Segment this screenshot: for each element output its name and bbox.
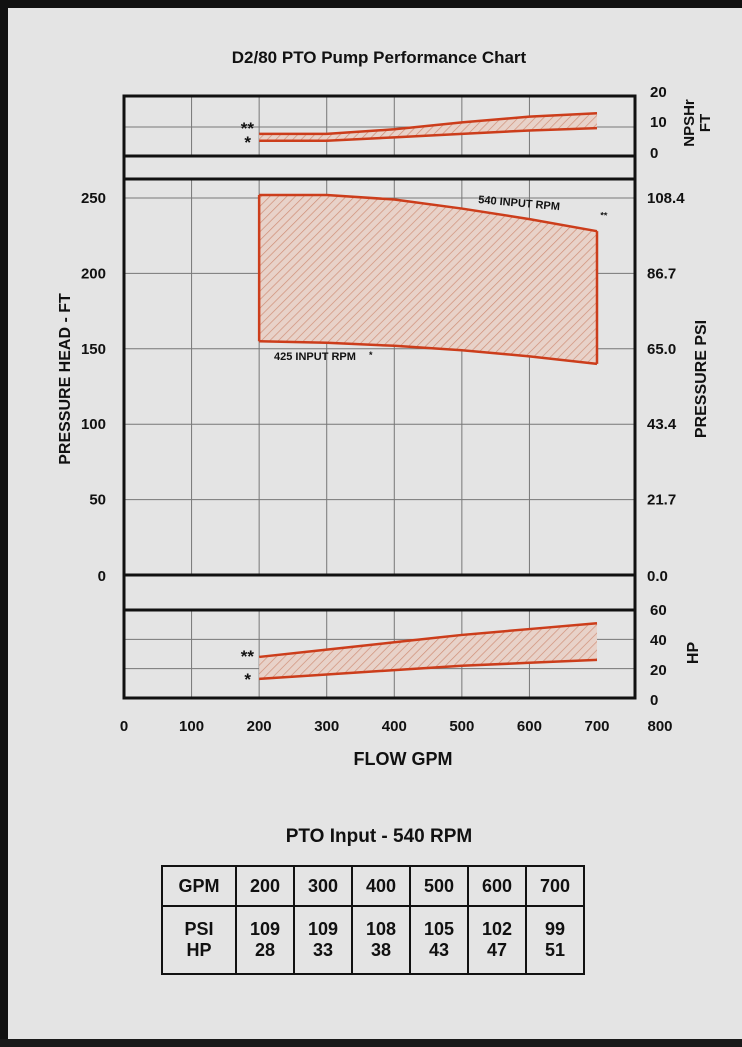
y-tick-label-left: 0 bbox=[98, 568, 106, 585]
hp-value: 47 bbox=[486, 940, 508, 960]
x-tick-label: 800 bbox=[647, 718, 672, 735]
psi-label: PSI bbox=[184, 919, 214, 939]
npsh-axis-label-unit: FT bbox=[697, 114, 714, 132]
curve-fill-area bbox=[259, 194, 597, 364]
performance-table: GPM 200 300 400 500 600 700 PSI HP 109 28 … bbox=[161, 865, 585, 975]
chart-title: D2/80 PTO Pump Performance Chart bbox=[232, 48, 527, 67]
y-axis-label-left: PRESSURE HEAD - FT bbox=[57, 293, 74, 465]
hp-tick-label: 0 bbox=[650, 692, 658, 709]
hp-tick-label: 20 bbox=[650, 662, 667, 679]
psi-value: 105 bbox=[423, 919, 455, 939]
y-tick-label-right: 86.7 bbox=[647, 265, 676, 282]
table-cell: 99 51 bbox=[525, 905, 585, 975]
head-curve-upper bbox=[259, 193, 598, 233]
x-tick-label: 700 bbox=[584, 718, 609, 735]
hp-value: 28 bbox=[254, 940, 276, 960]
header-cell: 500 bbox=[409, 865, 469, 907]
hp-axis-label: HP bbox=[685, 642, 702, 665]
hp-label: HP bbox=[186, 940, 212, 960]
series-marker-single: * bbox=[244, 670, 251, 689]
table-cell: 105 43 bbox=[409, 905, 469, 975]
panel-frames bbox=[122, 94, 637, 700]
series-marker-425: * bbox=[369, 350, 373, 360]
table-cell: 108 38 bbox=[351, 905, 411, 975]
table-title: PTO Input - 540 RPM bbox=[285, 826, 473, 847]
npsh-curve-upper bbox=[259, 111, 598, 136]
hp-value: 38 bbox=[370, 940, 392, 960]
hp-tick-label: 60 bbox=[650, 602, 667, 619]
panel-separator bbox=[122, 154, 637, 181]
y-tick-label-left: 150 bbox=[81, 341, 106, 358]
series-marker-single: * bbox=[244, 133, 251, 152]
psi-value: 109 bbox=[249, 919, 281, 939]
hp-curve-upper bbox=[259, 621, 598, 659]
header-cell: 700 bbox=[525, 865, 585, 907]
psi-value: 102 bbox=[481, 919, 513, 939]
hp-value: 51 bbox=[544, 940, 566, 960]
y-tick-label-right: 108.4 bbox=[647, 190, 685, 207]
y-axis-label-right: PRESSURE PSI bbox=[693, 320, 710, 438]
series-label-425: 425 INPUT RPM bbox=[274, 351, 356, 363]
psi-value: 99 bbox=[544, 919, 566, 939]
y-tick-label-right: 43.4 bbox=[647, 416, 677, 433]
table-row: PSI HP 109 28 109 33 108 38 105 43 102 47 99 51 bbox=[161, 905, 585, 975]
panel-separator bbox=[122, 573, 637, 612]
y-tick-label-left: 100 bbox=[81, 416, 106, 433]
grid-lines bbox=[124, 96, 635, 698]
row-label-cell: PSI HP bbox=[161, 905, 237, 975]
curve-fill-area bbox=[259, 623, 597, 679]
header-cell: 300 bbox=[293, 865, 353, 907]
hp-tick-label: 40 bbox=[650, 632, 667, 649]
y-tick-label-left: 250 bbox=[81, 190, 106, 207]
header-cell: 200 bbox=[235, 865, 295, 907]
hp-value: 33 bbox=[312, 940, 334, 960]
npsh-tick-label: 20 bbox=[650, 84, 667, 101]
psi-value: 108 bbox=[365, 919, 397, 939]
npsh-tick-label: 0 bbox=[650, 145, 658, 162]
y-tick-label-right: 21.7 bbox=[647, 492, 676, 509]
y-tick-label-right: 0.0 bbox=[647, 568, 668, 585]
table-cell: 102 47 bbox=[467, 905, 527, 975]
series-marker-540: ** bbox=[600, 210, 608, 221]
header-cell-gpm: GPM bbox=[161, 865, 237, 907]
x-tick-label: 400 bbox=[382, 718, 407, 735]
header-cell: 400 bbox=[351, 865, 411, 907]
y-tick-label-left: 50 bbox=[89, 492, 106, 509]
x-tick-label: 0 bbox=[120, 718, 128, 735]
x-tick-label: 300 bbox=[314, 718, 339, 735]
x-tick-label: 600 bbox=[517, 718, 542, 735]
y-tick-label-right: 65.0 bbox=[647, 341, 676, 358]
npsh-axis-label: NPSHr bbox=[681, 99, 698, 147]
hp-value: 43 bbox=[428, 940, 450, 960]
psi-value: 109 bbox=[307, 919, 339, 939]
npsh-tick-label: 10 bbox=[650, 114, 667, 131]
table-header-row: GPM 200 300 400 500 600 700 bbox=[161, 865, 585, 907]
npsh-curve-lower bbox=[259, 126, 598, 143]
x-tick-label: 200 bbox=[247, 718, 272, 735]
performance-curves bbox=[257, 111, 599, 681]
hp-curve-lower bbox=[259, 658, 598, 681]
x-tick-label: 500 bbox=[449, 718, 474, 735]
series-marker-double: ** bbox=[241, 119, 255, 138]
series-label-540: 540 INPUT RPM bbox=[478, 194, 561, 213]
x-axis-label: FLOW GPM bbox=[354, 749, 453, 769]
x-tick-label: 100 bbox=[179, 718, 204, 735]
table-cell: 109 28 bbox=[235, 905, 295, 975]
y-tick-label-left: 200 bbox=[81, 265, 106, 282]
table-cell: 109 33 bbox=[293, 905, 353, 975]
header-cell: 600 bbox=[467, 865, 527, 907]
series-marker-double: ** bbox=[241, 647, 255, 666]
head-curve-lower bbox=[259, 340, 598, 366]
